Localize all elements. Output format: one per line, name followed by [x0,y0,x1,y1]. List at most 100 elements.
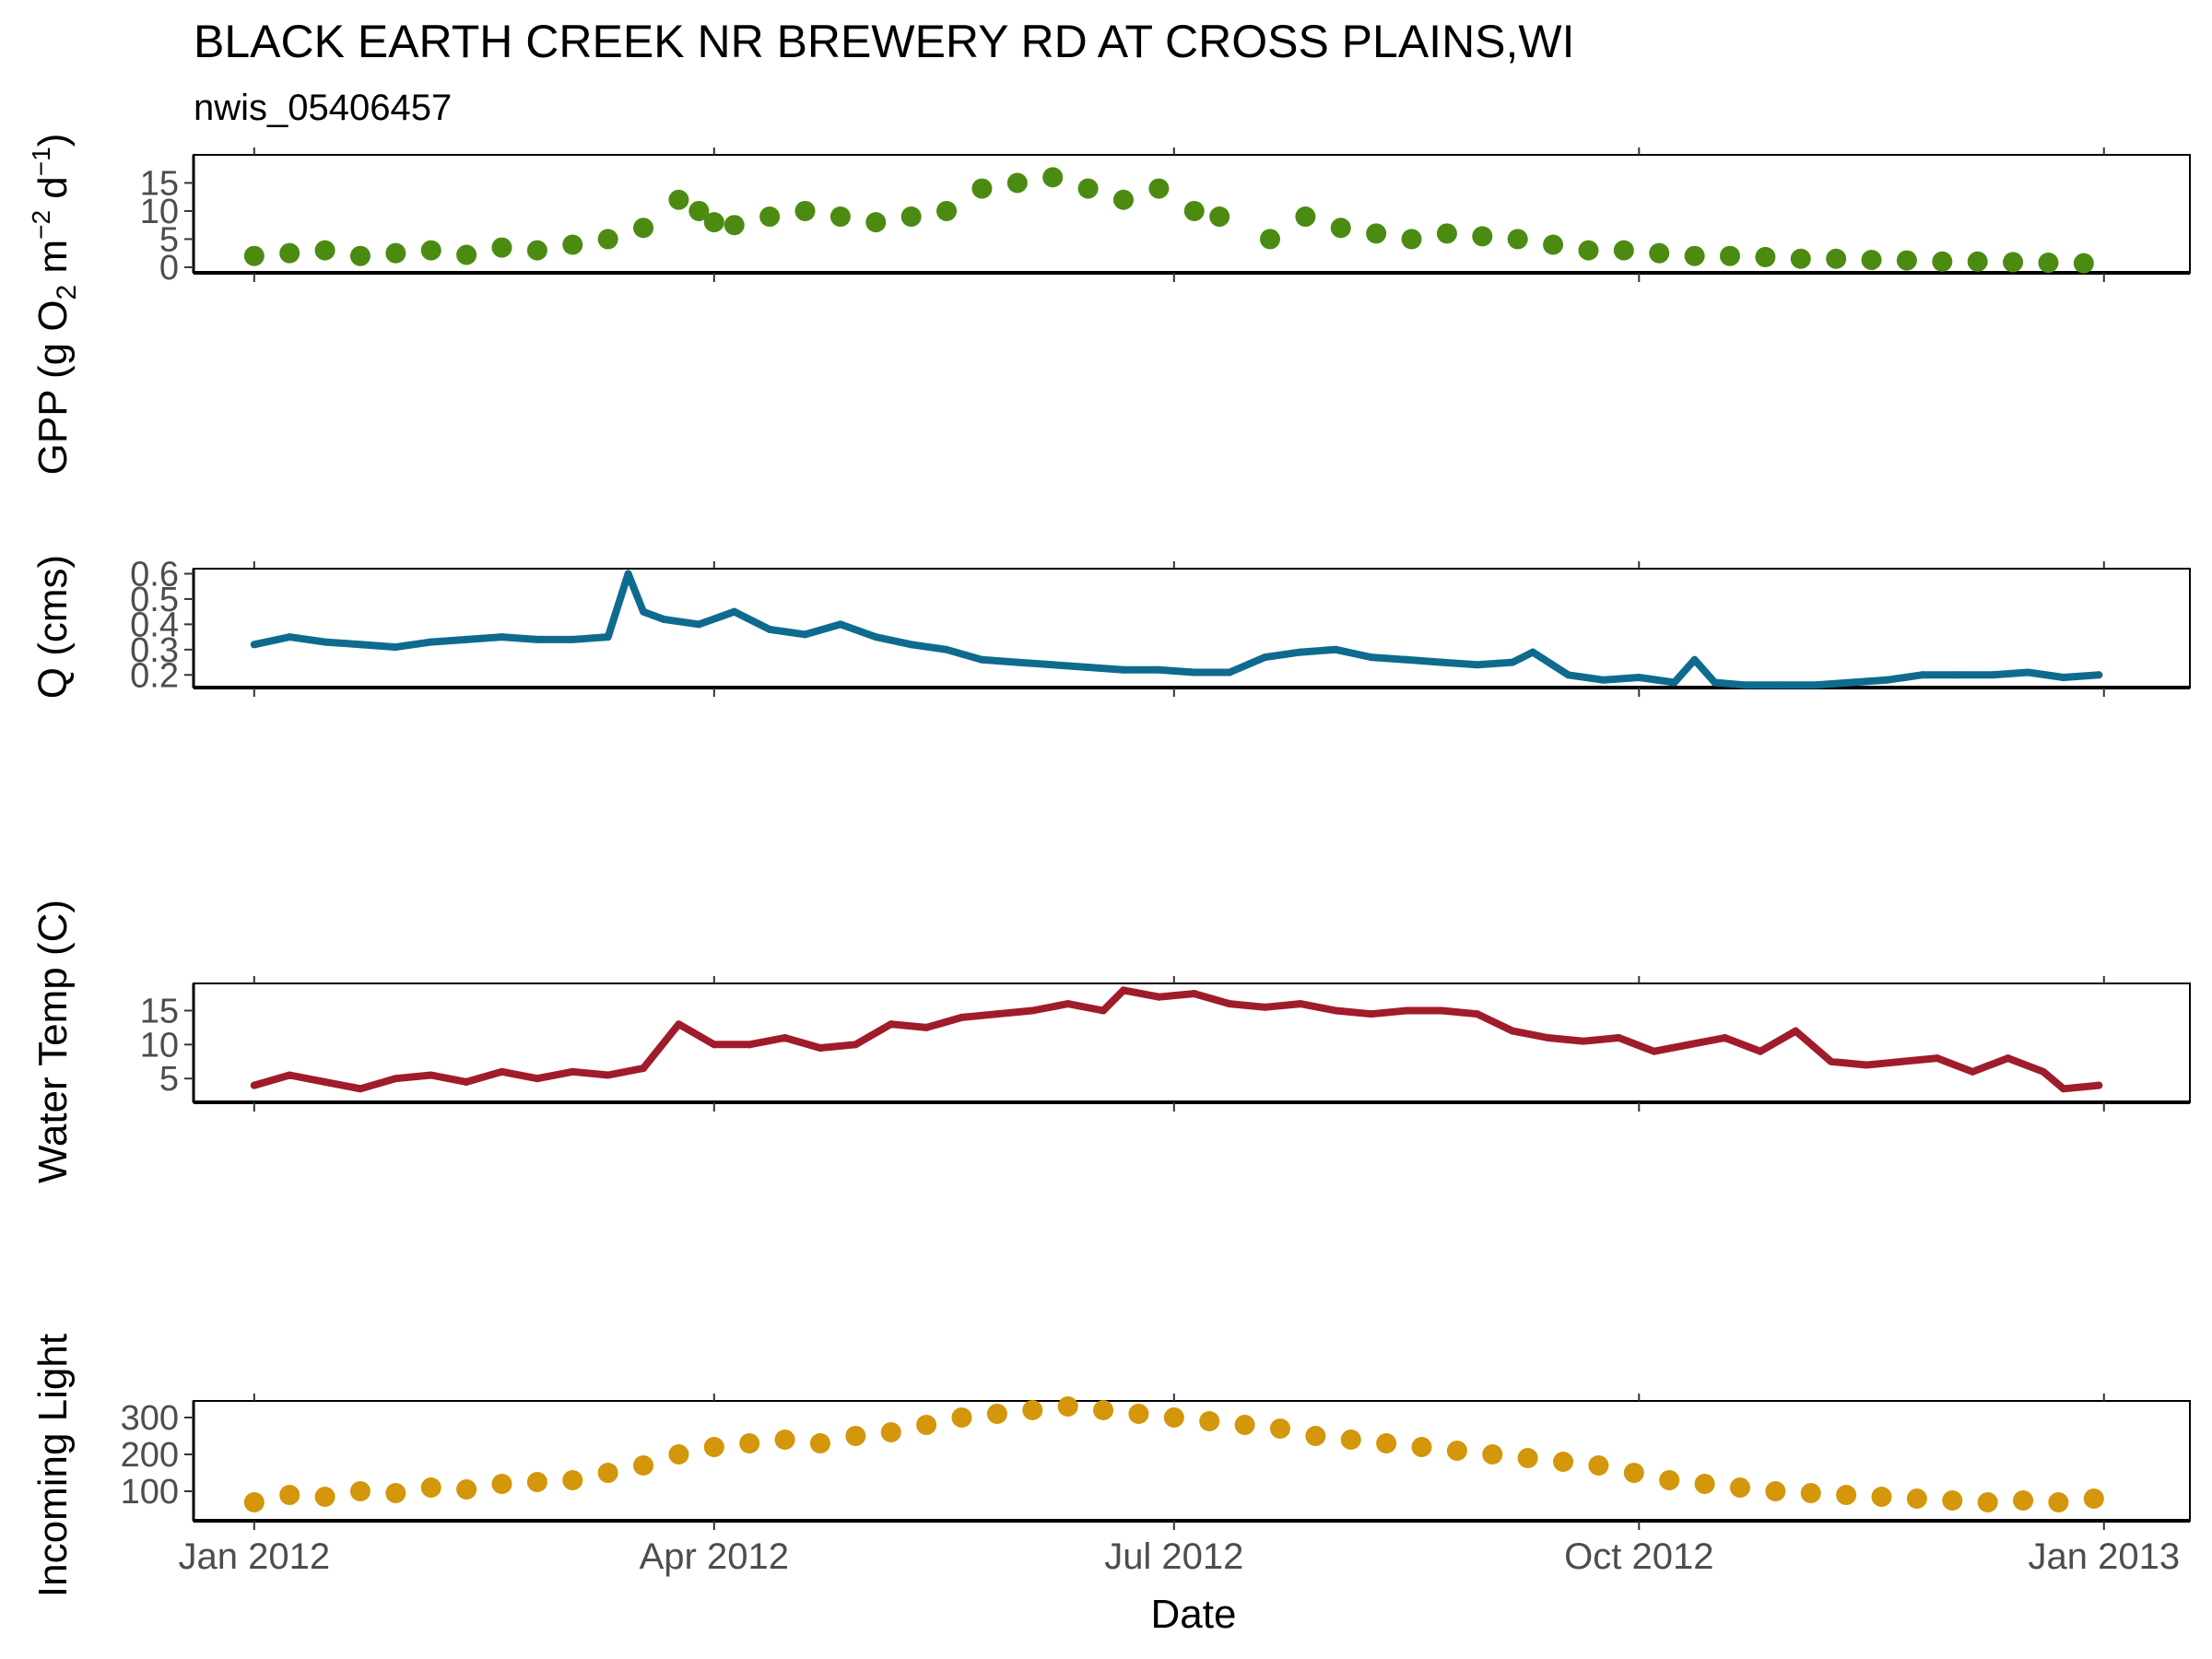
data-point [774,1430,795,1450]
data-point [463,635,471,643]
data-point [243,1492,265,1512]
data-point [2059,1085,2067,1093]
data-point [1847,678,1855,687]
data-point [781,1033,789,1041]
data-point [659,615,667,623]
data-point [880,1422,901,1442]
data-point [526,1472,547,1492]
y-tick-label: 15 [140,992,179,1030]
data-point [498,1067,506,1076]
data-point [2039,1067,2047,1076]
y-tick-label: 0.3 [130,631,179,670]
x-axis: Jan 2012 Apr 2012 Jul 2012 Oct 2012 Jan 2013 [179,1536,2181,1577]
data-point [887,1020,895,1029]
data-point [427,1071,435,1079]
data-point [1077,178,1099,199]
data-point [2048,1492,2069,1512]
data-point [250,641,258,649]
data-point [533,635,541,643]
data-point [986,1404,1007,1424]
y-tick-label: 15 [140,164,179,203]
data-point [971,178,993,199]
data-point [724,215,745,236]
data-point [286,1071,294,1079]
data-point [1366,223,1387,244]
data-point [794,200,816,221]
data-point [801,630,809,639]
data-point [633,218,654,239]
data-point [640,607,648,616]
data-point [420,1477,441,1498]
y-tick-label: 0.5 [130,581,179,619]
data-point [739,1433,760,1453]
data-point [604,633,612,641]
data-point [1057,1396,1078,1417]
data-point [1446,1441,1467,1461]
data-point [243,245,265,266]
x-tick-label: Jul 2012 [1104,1536,1243,1577]
data-point [936,200,958,221]
data-point [1411,1437,1432,1457]
data-point [597,229,618,250]
data-point [1544,1033,1552,1041]
data-point [392,1075,400,1083]
data-point [1690,655,1699,664]
data-point [845,1426,866,1446]
y-axis-label: Q (cms) [30,555,76,699]
data-point [1438,1006,1446,1015]
data-point [951,1407,972,1428]
data-point [1482,1444,1503,1465]
data-point [1296,648,1304,656]
data-point [463,1077,471,1086]
data-point [1623,1463,1644,1483]
data-point [498,633,506,641]
data-point [1694,1474,1715,1494]
data-point [916,1415,937,1435]
y-tick-label: 100 [121,1473,179,1512]
data-point [1650,1047,1658,1055]
data-point [865,212,887,233]
data-point [356,641,364,649]
data-point [1006,172,1028,194]
data-point [2073,253,2094,274]
data-point [1686,1041,1694,1049]
data-point [1615,1033,1623,1041]
data-point [1112,189,1134,210]
data-point [1942,1490,1963,1511]
data-point [420,240,441,261]
y-tick-label: 5 [159,1060,179,1099]
x-tick-label: Apr 2012 [640,1536,789,1577]
data-point [569,635,577,643]
data-point [1226,1000,1234,1008]
y-axis-label-part: GPP (g O [30,300,76,475]
data-point [2083,1488,2104,1509]
data-point [349,245,371,266]
data-point [385,1483,406,1503]
data-point [1812,681,1820,689]
data-point [2095,671,2103,679]
data-point [1296,1000,1304,1008]
data-point [730,607,738,616]
data-point [1953,671,1961,679]
data-point [385,242,406,264]
data-point [562,234,583,255]
data-point [279,242,300,264]
data-point [356,1085,364,1093]
y-axis-label-part: ) [30,134,76,147]
data-point [491,237,512,258]
data-point [710,1041,718,1049]
data-point [1376,1433,1397,1453]
data-point [1013,658,1021,666]
data-point [1989,671,1997,679]
data-point [640,1065,648,1073]
data-point [1064,1000,1072,1008]
data-point [1932,251,1953,272]
data-point [569,1067,577,1076]
data-point [1670,678,1678,687]
data-point [1967,251,1988,272]
data-point [1827,1057,1835,1065]
y-axis-label-part: −2 [27,210,55,240]
data-point [958,1013,966,1021]
